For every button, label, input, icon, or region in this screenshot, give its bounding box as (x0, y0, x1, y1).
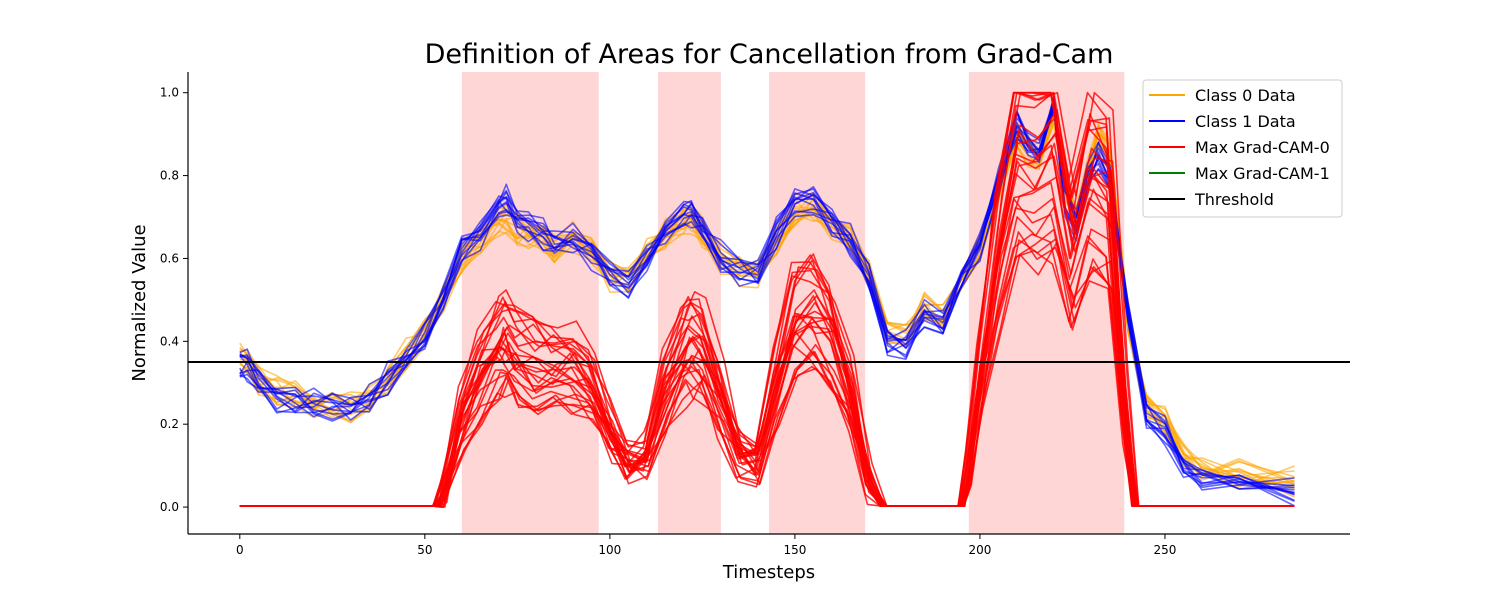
gradcam0-line-18 (239, 176, 1295, 507)
highlight-region-1 (461, 72, 599, 534)
legend: Class 0 Data Class 1 Data Max Grad-CAM-0 Ma… (1142, 79, 1343, 218)
y-tick-label-1: 1.0 (160, 86, 179, 100)
y-tick-label-0: 0.0 (160, 500, 179, 514)
gradcam0-line-11 (239, 238, 1295, 507)
x-tick-label-50: 50 (417, 543, 432, 557)
gradcam0-line-8 (239, 181, 1295, 507)
legend-label-4: Max Grad-CAM-1 (1195, 164, 1330, 183)
x-tick-label-200: 200 (968, 543, 991, 557)
legend-label-1: Class 0 Data (1195, 86, 1296, 105)
gradcam0-line-14 (239, 130, 1295, 508)
x-tick-label-250: 250 (1154, 543, 1177, 557)
gradcam0-line-26 (239, 131, 1295, 507)
gradcam0-line-20 (239, 91, 1295, 507)
legend-label-2: Class 1 Data (1195, 112, 1296, 131)
legend-label-3: Max Grad-CAM-0 (1195, 138, 1330, 157)
gradcam0-lines (239, 91, 1295, 508)
y-tick-label-0.2: 0.2 (160, 417, 179, 431)
x-axis-label: Timesteps (722, 562, 815, 583)
x-tick-label-0: 0 (236, 543, 244, 557)
legend-box (1142, 79, 1343, 218)
gradcam0-line-19 (239, 142, 1295, 507)
x-tick-label-100: 100 (598, 543, 621, 557)
y-axis-label: Normalized Value (129, 224, 150, 381)
axes (187, 72, 1350, 535)
gradcam0-line-7 (239, 241, 1295, 507)
gradcam0-line-16 (239, 231, 1295, 507)
chart-title: Definition of Areas for Cancellation fro… (425, 39, 1114, 70)
y-tick-label-0.4: 0.4 (160, 334, 179, 348)
y-tick-label-0.8: 0.8 (160, 169, 179, 183)
gradcam0-line-3 (239, 197, 1295, 507)
y-tick-label-0.6: 0.6 (160, 251, 179, 265)
gradcam0-line-25 (239, 91, 1295, 507)
legend-label-5: Threshold (1194, 190, 1274, 209)
ticks: 0 50 100 150 200 250 0.0 0.2 0.4 0.6 0.8 1.0 (160, 86, 1177, 557)
gradcam0-line-12 (239, 206, 1295, 508)
class1-line-9 (239, 99, 1295, 503)
x-tick-label-150: 150 (783, 543, 806, 557)
